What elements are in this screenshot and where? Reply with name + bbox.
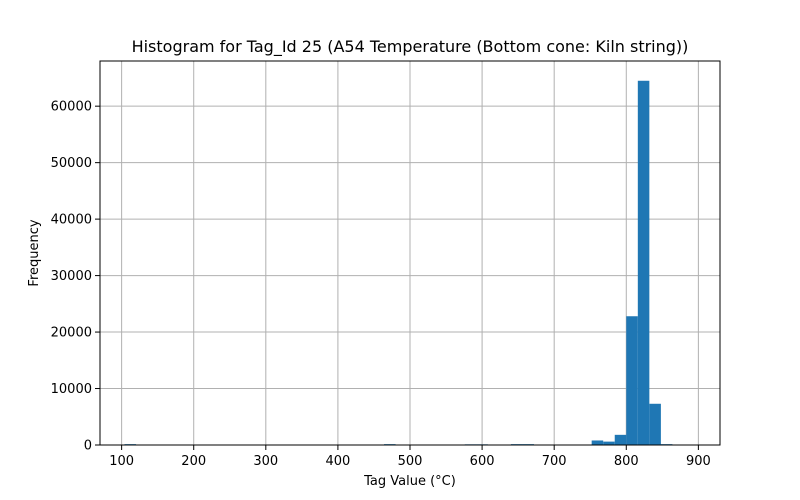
x-tick-label: 100 [109, 454, 134, 469]
x-axis-label: Tag Value (°C) [363, 474, 456, 489]
histogram-bar [603, 441, 615, 445]
x-tick-label: 800 [614, 454, 639, 469]
histogram-bar [614, 434, 627, 445]
x-tick-label: 400 [325, 454, 350, 469]
x-tick-label: 200 [181, 454, 206, 469]
y-tick-label: 30000 [51, 269, 92, 284]
x-tick-label: 600 [470, 454, 495, 469]
chart-title: Histogram for Tag_Id 25 (A54 Temperature… [132, 37, 689, 57]
bar-layer [124, 80, 673, 445]
histogram-bar [626, 316, 638, 445]
y-tick-label: 20000 [51, 326, 92, 341]
y-tick-label: 60000 [51, 100, 92, 115]
x-tick-label: 500 [398, 454, 423, 469]
axis-layer: 100 200 300 400 500 600 700 800 900 0 10000 20000 30… [51, 60, 721, 469]
histogram-bar [637, 80, 650, 445]
y-axis-label: Frequency [27, 219, 42, 286]
x-tick-label: 700 [542, 454, 567, 469]
histogram-bar [591, 440, 604, 445]
x-tick-label: 900 [686, 454, 711, 469]
y-tick-label: 40000 [51, 213, 92, 228]
y-tick-label: 0 [84, 439, 92, 454]
y-tick-label: 50000 [51, 156, 92, 171]
y-tick-label: 10000 [51, 382, 92, 397]
x-tick-label: 300 [253, 454, 278, 469]
histogram-bar [649, 403, 661, 445]
